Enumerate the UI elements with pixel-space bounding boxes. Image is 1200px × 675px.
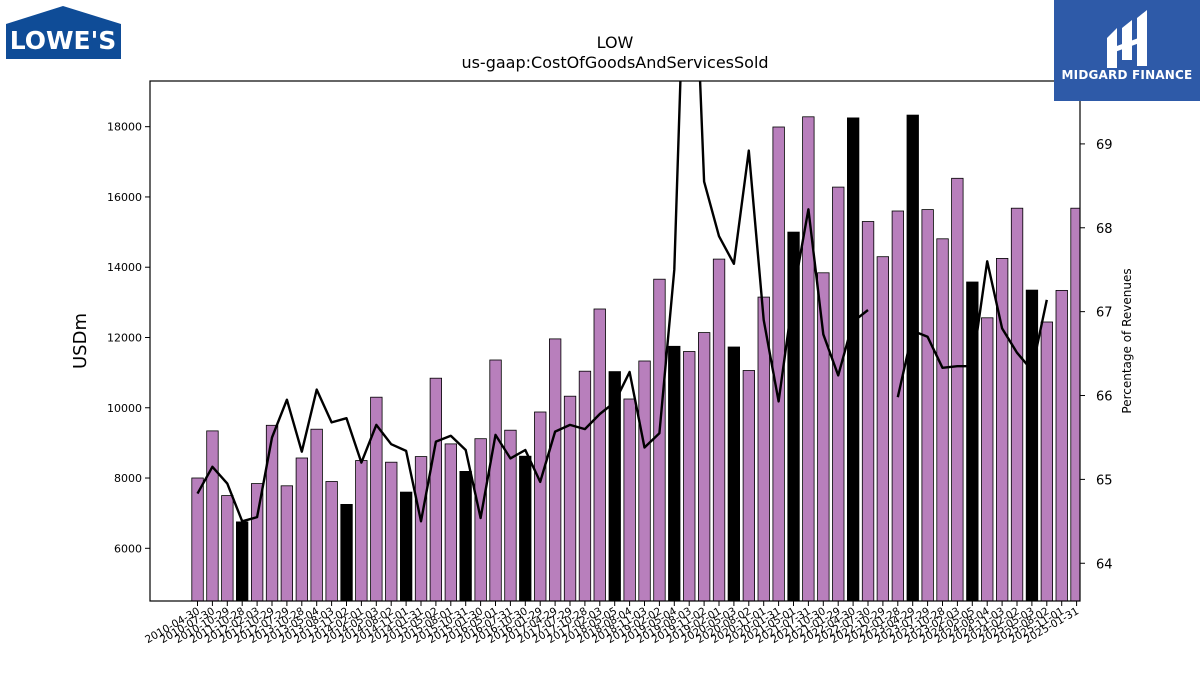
x-axis: 2010-04-302010-07-302010-10-292011-10-28… [143, 601, 1081, 646]
bar-2013-08-02 [385, 461, 398, 601]
left-tick-label: 12000 [107, 331, 142, 344]
bar-2014-10-31 [459, 470, 472, 601]
y-axis-label: USDm [70, 313, 91, 369]
bar-2015-01-30 [474, 438, 487, 601]
bar-2019-08-02 [742, 370, 755, 601]
bar-2011-01-28 [235, 521, 249, 601]
bar-2014-05-02 [429, 377, 443, 601]
bar-2020-05-01 [787, 231, 800, 601]
bar-2020-07-31 [802, 116, 815, 601]
bar-2016-04-29 [549, 338, 562, 601]
bar-2023-05-05 [966, 281, 979, 601]
bar-2012-08-03 [325, 481, 338, 601]
bar-2020-10-30 [817, 272, 830, 601]
bar-2011-10-28 [280, 485, 294, 601]
bar-2019-05-03 [727, 346, 740, 601]
bar-2018-05-04 [668, 345, 681, 601]
bar-2014-08-01 [444, 443, 458, 601]
bar-2011-04-29 [250, 483, 264, 601]
bar-2021-10-29 [876, 256, 889, 601]
bar-2013-05-03 [370, 396, 383, 601]
bar-2015-07-31 [504, 429, 517, 601]
left-axis: 6000 8000 10000 12000 14000 16000 18000 [107, 121, 150, 555]
bar-2017-05-05 [608, 371, 621, 601]
bar-2024-02-02 [1010, 207, 1024, 601]
bar-2016-07-29 [563, 395, 577, 601]
bar-2021-04-30 [847, 117, 860, 601]
lowes-logo: LOWE'S [6, 6, 121, 59]
bar-2022-04-29 [906, 114, 919, 601]
bar-2010-07-30 [206, 430, 219, 601]
midgard-finance-logo: MIDGARD FINANCE [1054, 0, 1200, 101]
bar-2019-11-01 [757, 296, 770, 601]
left-tick-label: 16000 [107, 191, 142, 204]
line-layer [196, 81, 1048, 523]
bar-2012-02-03 [295, 457, 309, 601]
bar-2011-07-29 [265, 424, 279, 601]
bar-2022-10-28 [936, 238, 949, 601]
bar-2024-05-03 [1025, 289, 1039, 601]
bar-2024-08-02 [1040, 321, 1053, 601]
left-tick-label: 8000 [114, 472, 142, 485]
bar-2017-02-03 [593, 308, 606, 601]
left-tick-label: 14000 [107, 261, 142, 274]
right-axis: 64 65 66 67 68 69 [1080, 138, 1113, 572]
bar-2012-05-04 [310, 428, 323, 601]
right-tick-label: 67 [1096, 306, 1113, 321]
chart-subtitle: us-gaap:CostOfGoodsAndServicesSold [461, 53, 769, 72]
bar-2016-01-29 [534, 411, 547, 601]
bar-2024-11-01 [1055, 289, 1068, 601]
bar-2010-10-29 [221, 495, 234, 601]
midgard-finance-logo-text: MIDGARD FINANCE [1061, 68, 1193, 82]
bar-2023-11-03 [996, 257, 1009, 601]
bar-2010-04-30 [191, 477, 204, 601]
bar-2018-08-03 [683, 351, 696, 601]
bar-2022-01-28 [891, 210, 904, 601]
bar-2013-11-01 [399, 491, 413, 601]
bar-2021-07-30 [861, 221, 875, 601]
bar-2023-08-04 [981, 317, 994, 601]
bar-2013-02-01 [355, 460, 368, 601]
bar-2022-07-29 [921, 209, 934, 601]
bar-2023-02-03 [951, 177, 964, 601]
bar-2012-11-02 [340, 503, 353, 601]
bar-2019-02-01 [712, 258, 726, 601]
bar-2018-11-02 [698, 332, 711, 601]
left-tick-label: 18000 [107, 121, 142, 134]
bar-2015-10-30 [519, 455, 532, 601]
right-tick-label: 68 [1096, 222, 1113, 237]
right-tick-label: 64 [1096, 557, 1113, 572]
left-tick-label: 6000 [114, 542, 142, 555]
right-tick-label: 65 [1096, 473, 1113, 488]
lowes-logo-text: LOWE'S [10, 26, 117, 55]
bars-layer [191, 114, 1080, 601]
bar-2018-02-02 [653, 278, 666, 601]
bar-2016-10-28 [578, 370, 592, 601]
left-tick-label: 10000 [107, 402, 142, 415]
bar-2021-01-29 [832, 186, 845, 601]
percentage-line [196, 81, 1048, 523]
bar-2014-01-31 [414, 456, 428, 601]
y2-axis-label: Percentage of Revenues [1120, 268, 1134, 413]
bar-2015-05-01 [489, 359, 502, 601]
right-tick-label: 66 [1096, 390, 1113, 405]
bar-2017-11-03 [638, 360, 651, 601]
bar-2017-08-04 [623, 398, 636, 601]
right-tick-label: 69 [1096, 138, 1113, 153]
chart-title: LOW [596, 33, 634, 52]
midgard-mark-icon [1107, 10, 1147, 68]
